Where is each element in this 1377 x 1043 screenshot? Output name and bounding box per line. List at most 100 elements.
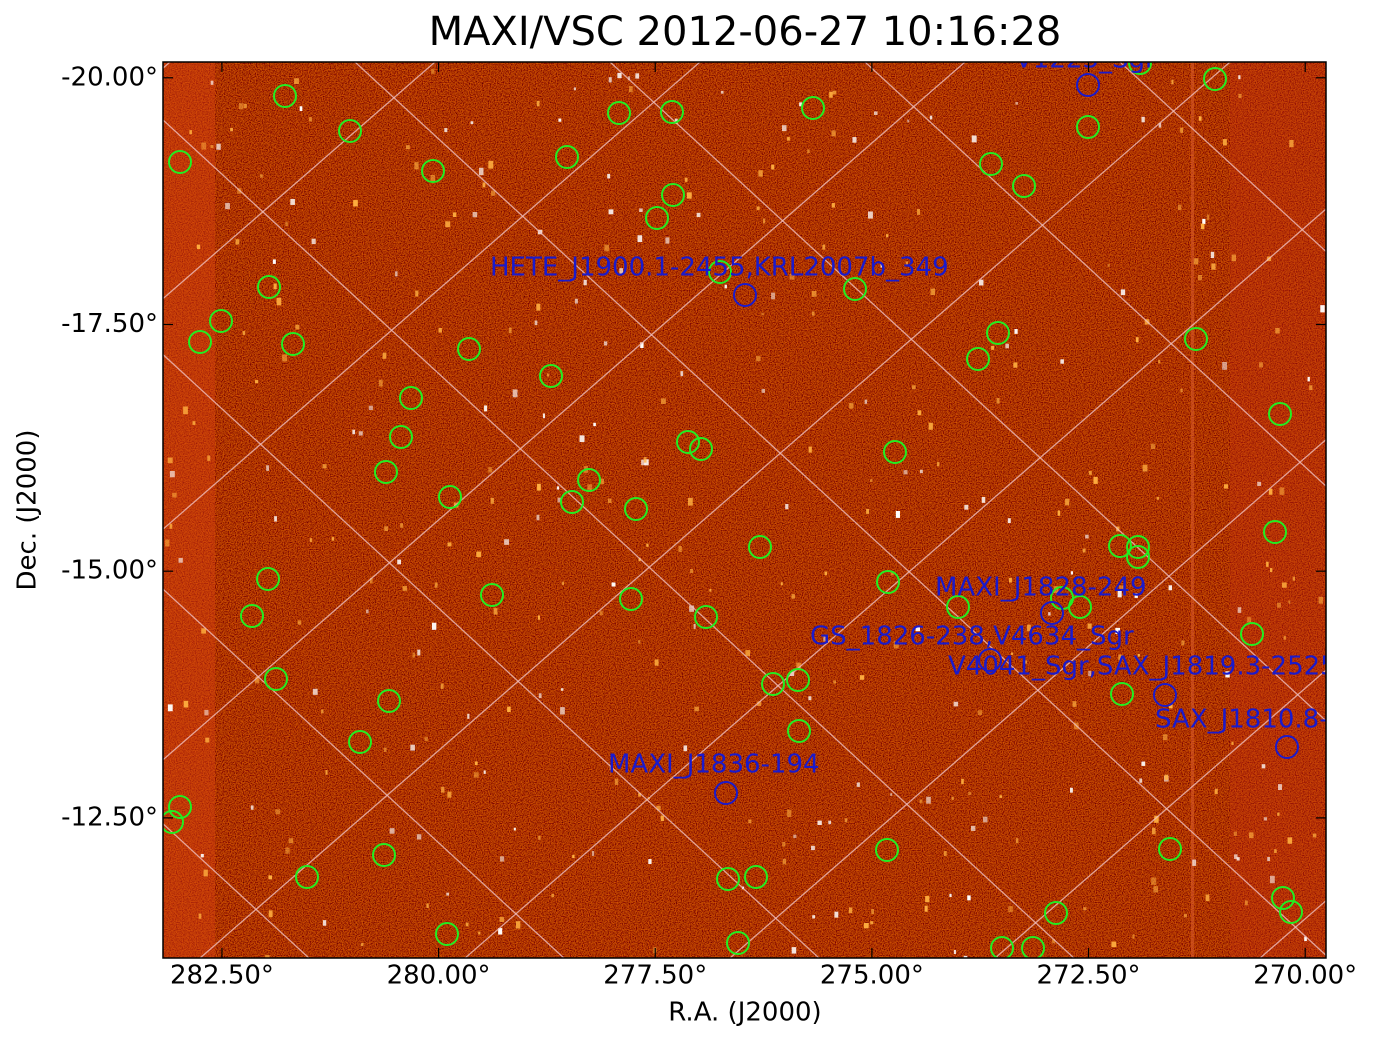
speckle xyxy=(1015,101,1019,105)
x-tick-label: 277.50° xyxy=(603,961,707,991)
speckle xyxy=(905,261,909,267)
speckle xyxy=(1180,388,1183,393)
speckle xyxy=(1274,849,1277,854)
speckle xyxy=(235,239,240,245)
speckle xyxy=(619,268,624,274)
speckle xyxy=(265,955,270,958)
speckle xyxy=(268,910,273,918)
speckle xyxy=(196,244,201,250)
speckle xyxy=(382,352,387,359)
speckle xyxy=(473,772,479,778)
speckle xyxy=(434,582,438,588)
grid-line xyxy=(354,62,1326,957)
speckle xyxy=(272,259,276,264)
speckle xyxy=(757,701,762,706)
speckle xyxy=(693,623,696,629)
speckle xyxy=(793,834,797,839)
speckle xyxy=(1026,624,1031,632)
speckle xyxy=(787,137,790,141)
speckle xyxy=(924,905,928,912)
speckle xyxy=(689,605,695,612)
speckle xyxy=(297,620,302,625)
speckle xyxy=(1211,263,1216,270)
speckle xyxy=(203,869,208,877)
speckle xyxy=(389,828,395,834)
speckle xyxy=(1233,831,1238,836)
speckle xyxy=(807,149,810,154)
source-circle xyxy=(1275,735,1299,759)
speckle xyxy=(829,91,833,98)
speckle xyxy=(424,737,428,741)
grid-line xyxy=(163,62,701,531)
sky-band xyxy=(163,62,215,958)
speckle xyxy=(1141,761,1146,766)
catalog-circle xyxy=(676,430,700,454)
speckle xyxy=(761,312,764,316)
speckle xyxy=(172,492,177,498)
speckle xyxy=(474,761,478,765)
speckle xyxy=(696,212,701,218)
speckle xyxy=(498,928,503,935)
speckle xyxy=(1158,359,1161,364)
grid-line xyxy=(163,353,820,958)
speckle xyxy=(627,76,631,81)
speckle xyxy=(472,212,478,218)
speckle xyxy=(169,471,175,478)
catalog-circle xyxy=(1203,67,1227,91)
speckle xyxy=(183,700,189,708)
plot-area: V1223_Sgr HETE_J1900.1-2455,KRL2007b_349 M… xyxy=(163,62,1337,958)
speckle xyxy=(183,406,188,415)
speckle xyxy=(238,103,244,110)
catalog-circle xyxy=(786,668,810,692)
catalog-circle xyxy=(372,843,396,867)
speckle xyxy=(478,167,484,176)
chart-title: MAXI/VSC 2012-06-27 10:16:28 xyxy=(429,9,1062,55)
speckle xyxy=(808,696,812,701)
speckle xyxy=(266,465,269,471)
speckle xyxy=(1287,837,1293,844)
speckle xyxy=(561,581,565,585)
speckle xyxy=(785,503,789,510)
speckle xyxy=(1225,671,1230,678)
grid-line xyxy=(464,208,1326,958)
speckle xyxy=(895,510,900,518)
speckle xyxy=(863,922,869,929)
speckle xyxy=(465,922,469,927)
speckle xyxy=(299,106,303,112)
speckle xyxy=(1083,907,1087,911)
speckle xyxy=(360,943,364,947)
speckle xyxy=(1183,913,1187,918)
speckle xyxy=(915,625,921,632)
speckle xyxy=(844,818,848,823)
x-tick-label: 272.50° xyxy=(1037,961,1141,991)
source-label: V4041_Sgr,SAX_J1819.3-2525 xyxy=(948,652,1337,682)
catalog-circle xyxy=(560,490,584,514)
catalog-circle xyxy=(399,386,423,410)
speckle xyxy=(1181,640,1185,646)
speckle xyxy=(870,479,873,482)
speckle xyxy=(547,373,550,377)
speckle xyxy=(1257,481,1262,486)
speckle xyxy=(763,218,766,224)
catalog-circle xyxy=(1021,936,1045,958)
speckle xyxy=(1283,636,1286,640)
catalog-circle xyxy=(946,595,970,619)
speckle xyxy=(867,211,873,219)
speckle xyxy=(1141,116,1145,123)
speckle xyxy=(1222,139,1227,146)
speckle xyxy=(686,192,692,199)
speckle xyxy=(587,484,593,492)
speckle xyxy=(609,766,613,771)
plot-frame xyxy=(162,61,1327,959)
catalog-circle xyxy=(624,497,648,521)
speckle xyxy=(1223,484,1228,489)
speckle xyxy=(977,710,983,716)
catalog-circle xyxy=(457,337,481,361)
speckle xyxy=(400,523,404,528)
speckle xyxy=(1024,660,1028,664)
speckle xyxy=(538,693,542,699)
speckle xyxy=(322,464,327,469)
speckle xyxy=(1275,327,1280,334)
speckle xyxy=(930,288,936,296)
speckle xyxy=(210,145,214,149)
